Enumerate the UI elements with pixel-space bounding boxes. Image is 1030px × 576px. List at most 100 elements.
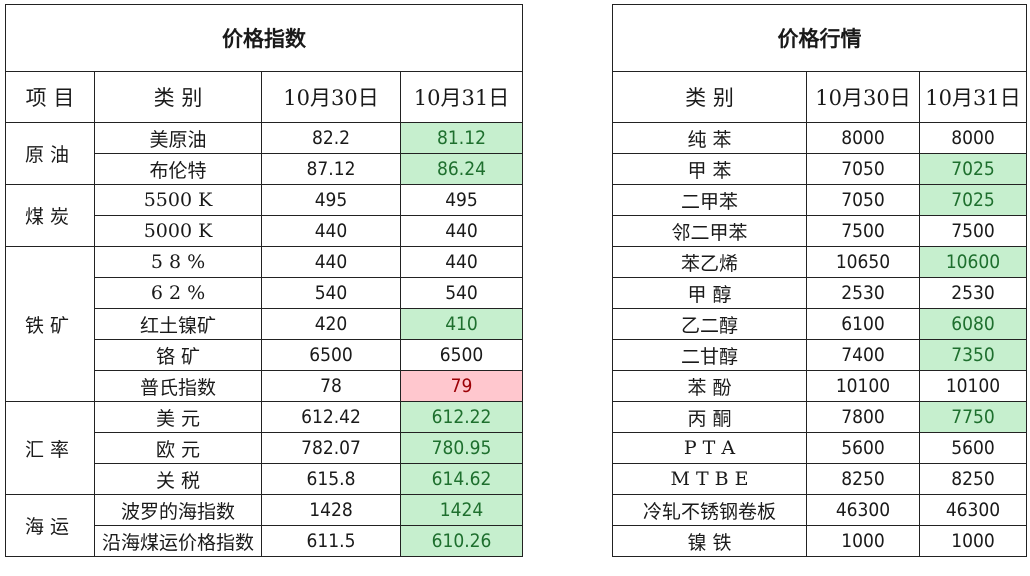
oct30-value: 1428 [261,494,401,526]
oct31-value: 7350 [918,339,1028,371]
table-row: 原油 美原油 82.2 81.12 [5,122,523,185]
oct31-value: 1424 [400,494,523,526]
oct30-value: 7050 [806,153,920,185]
price-index-table: 价格指数 项 目 类 别 10月30日 10月31日 原油 美原油 82.2 81.1… [5,4,523,557]
category-cell: 关 税 [94,463,262,495]
header-oct31: 10月31日 [918,71,1028,123]
category-cell: 5000 K [94,215,262,247]
oct30-value: 8000 [806,122,920,154]
oct31-value: 10100 [918,370,1028,402]
table-row: 沿海煤运价格指数 611.5 610.26 [6,525,523,557]
oct30-value: 7500 [806,215,920,247]
group-label: 海运 [5,494,95,557]
oct30-value: 495 [261,184,401,216]
category-cell: 铬 矿 [94,339,262,371]
oct30-value: 420 [261,308,401,340]
oct31-value: 410 [400,308,523,340]
category-cell: 邻二甲苯 [612,215,807,247]
oct31-value: 46300 [918,494,1028,526]
header-category: 类 别 [94,71,262,123]
price-quote-table: 价格行情 类 别 10月30日 10月31日 纯 苯 8000 8000 甲 苯 705… [611,4,1028,557]
category-cell: 苯乙烯 [612,246,807,278]
oct31-value: 5600 [918,432,1028,464]
category-cell: 二甘醇 [612,339,807,371]
oct30-value: 46300 [806,494,920,526]
oct30-value: 782.07 [261,432,401,464]
table-row: 铁矿 5 8 % 440 440 [5,246,523,402]
category-cell: 乙二醇 [612,308,807,340]
oct30-value: 10650 [806,246,920,278]
oct31-value: 440 [400,215,523,247]
category-cell: 丙 酮 [612,401,807,433]
table-row: P T A 5600 5600 [612,432,1028,464]
category-cell: 欧 元 [94,432,262,464]
oct31-value: 614.62 [400,463,523,495]
table-row: 冷轧不锈钢卷板 46300 46300 [612,494,1028,526]
category-cell: 布伦特 [94,153,262,185]
table-row: 布伦特 87.12 86.24 [6,153,523,185]
header-category: 类 别 [612,71,807,123]
category-cell: 红土镍矿 [94,308,262,340]
oct31-value: 2530 [918,277,1028,309]
price-quote-header-row: 类 别 10月30日 10月31日 [612,71,1028,123]
oct30-value: 7800 [806,401,920,433]
oct31-value: 540 [400,277,523,309]
group-label: 原油 [5,122,95,185]
oct31-value: 610.26 [400,525,523,557]
category-cell: 普氏指数 [94,370,262,402]
table-row: 普氏指数 78 79 [6,370,523,402]
category-cell: 甲 苯 [612,153,807,185]
oct30-value: 7050 [806,184,920,216]
oct30-value: 615.8 [261,463,401,495]
oct31-value: 7750 [918,401,1028,433]
group-label: 煤炭 [5,184,95,247]
oct31-value: 6500 [400,339,523,371]
table-row: 甲 苯 7050 7025 [612,153,1028,185]
oct30-value: 5600 [806,432,920,464]
header-oct30: 10月30日 [806,71,920,123]
oct31-value: 780.95 [400,432,523,464]
oct30-value: 78 [261,370,401,402]
category-cell: 5 8 % [94,246,262,278]
price-index-header-row: 项 目 类 别 10月30日 10月31日 [5,71,523,123]
table-row: 二甲苯 7050 7025 [612,184,1028,216]
oct30-value: 10100 [806,370,920,402]
table-row: M T B E 8250 8250 [612,463,1028,495]
oct30-value: 7400 [806,339,920,371]
category-cell: 6 2 % [94,277,262,309]
category-cell: 冷轧不锈钢卷板 [612,494,807,526]
price-index-title: 价格指数 [5,4,523,72]
oct30-value: 6500 [261,339,401,371]
table-row: 红土镍矿 420 410 [6,308,523,340]
oct31-value: 1000 [918,525,1028,557]
oct30-value: 540 [261,277,401,309]
category-cell: 沿海煤运价格指数 [94,525,262,557]
table-row: 5000 K 440 440 [6,215,523,247]
oct30-value: 2530 [806,277,920,309]
table-row: 二甘醇 7400 7350 [612,339,1028,371]
category-cell: 镍 铁 [612,525,807,557]
oct30-value: 611.5 [261,525,401,557]
table-row: 汇率美 元 612.42 612.22 [5,401,523,495]
oct31-value: 7025 [918,184,1028,216]
oct30-value: 612.42 [261,401,401,433]
table-row: 甲 醇 2530 2530 [612,277,1028,309]
table-row: 乙二醇 6100 6080 [612,308,1028,340]
oct31-value: 495 [400,184,523,216]
group-label: 汇率 [5,401,95,495]
header-oct30: 10月30日 [261,71,401,123]
category-cell: 甲 醇 [612,277,807,309]
table-row: 6 2 % 540 540 [6,277,523,309]
table-row: 镍 铁 1000 1000 [612,525,1028,557]
oct30-value: 6100 [806,308,920,340]
oct31-value: 86.24 [400,153,523,185]
category-cell: 苯 酚 [612,370,807,402]
oct31-value: 7500 [918,215,1028,247]
category-cell: 美 元 [94,401,262,433]
oct31-value: 8250 [918,463,1028,495]
table-row: 欧 元 782.07 780.95 [6,432,523,464]
header-project: 项 目 [5,71,95,123]
oct30-value: 440 [261,215,401,247]
oct31-value: 10600 [918,246,1028,278]
category-cell: P T A [612,432,807,464]
